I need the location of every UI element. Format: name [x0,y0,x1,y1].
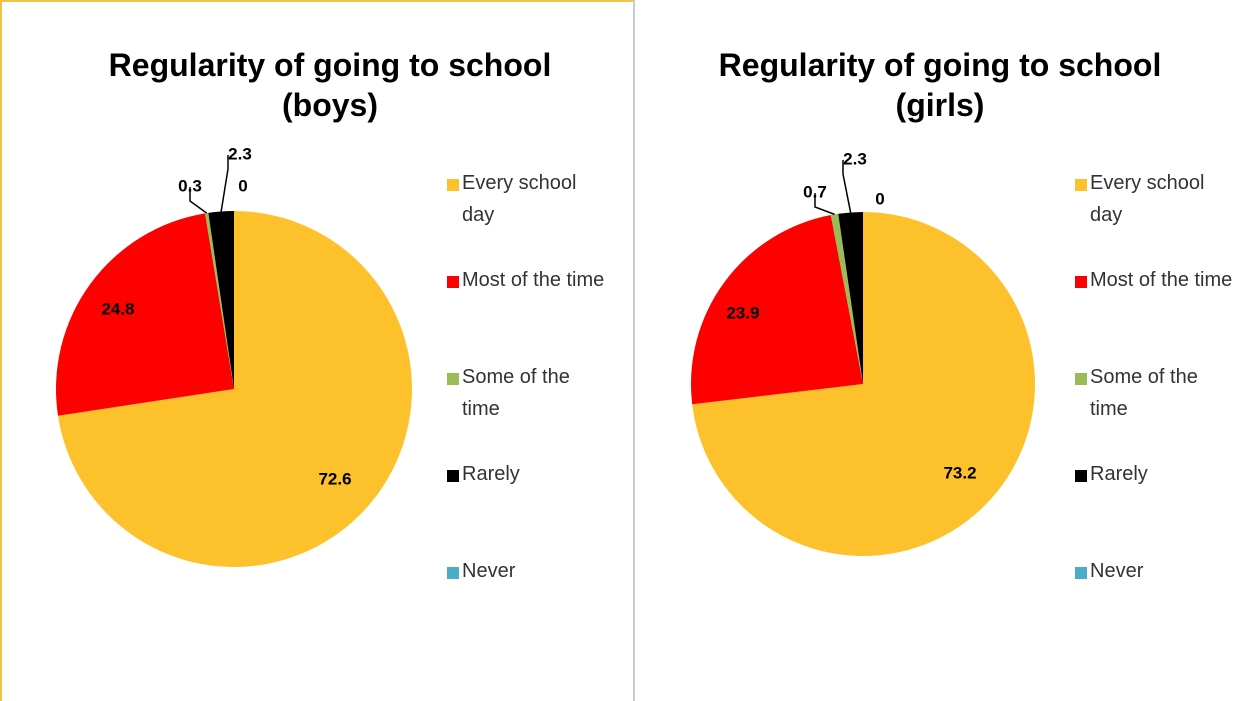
legend-label: Never [462,560,516,582]
chart-title: Regularity of going to school (boys) [108,47,552,123]
leader-line [842,160,852,213]
pie-slice [690,215,863,405]
legend-swatch [447,567,459,579]
legend-swatch [447,470,459,482]
data-label: 2.3 [843,149,867,168]
chart-title: Regularity of going to school (girls) [718,47,1162,123]
legend-label: Every school day [462,172,577,226]
legend-label: Some of the time [1090,366,1198,420]
data-label: 24.8 [101,299,134,318]
data-label: 0.3 [178,176,202,195]
legend-label: Never [1090,560,1144,582]
data-label: 0 [238,176,247,195]
legend-swatch [1075,567,1087,579]
legend-label: Rarely [1090,463,1148,485]
data-label: 0 [875,189,884,208]
legend-swatch [1075,373,1087,385]
data-label: 0.7 [803,182,827,201]
legend-label: Some of the time [462,366,570,420]
legend-label: Every school day [1090,172,1205,226]
pie-slice [56,213,235,416]
pie-slice [208,211,234,389]
data-label: 73.2 [943,463,976,482]
legend-label: Most of the time [462,269,605,291]
legend-swatch [1075,179,1087,191]
leader-line [814,193,835,216]
data-label: 2.3 [228,144,252,163]
legend-swatch [447,179,459,191]
pie-slice [205,212,234,389]
leader-line [220,155,229,212]
pie-slice [838,212,863,384]
legend-label: Most of the time [1090,269,1233,291]
legend-swatch [447,373,459,385]
leader-line [189,187,208,214]
legend-swatch [1075,470,1087,482]
pie-slice [830,213,863,384]
legend-swatch [1075,276,1087,288]
pie-slice [58,211,412,567]
pie-slice [692,212,1035,556]
legend-swatch [447,276,459,288]
data-label: 23.9 [726,303,759,322]
data-label: 72.6 [318,469,351,488]
legend-label: Rarely [462,463,520,485]
